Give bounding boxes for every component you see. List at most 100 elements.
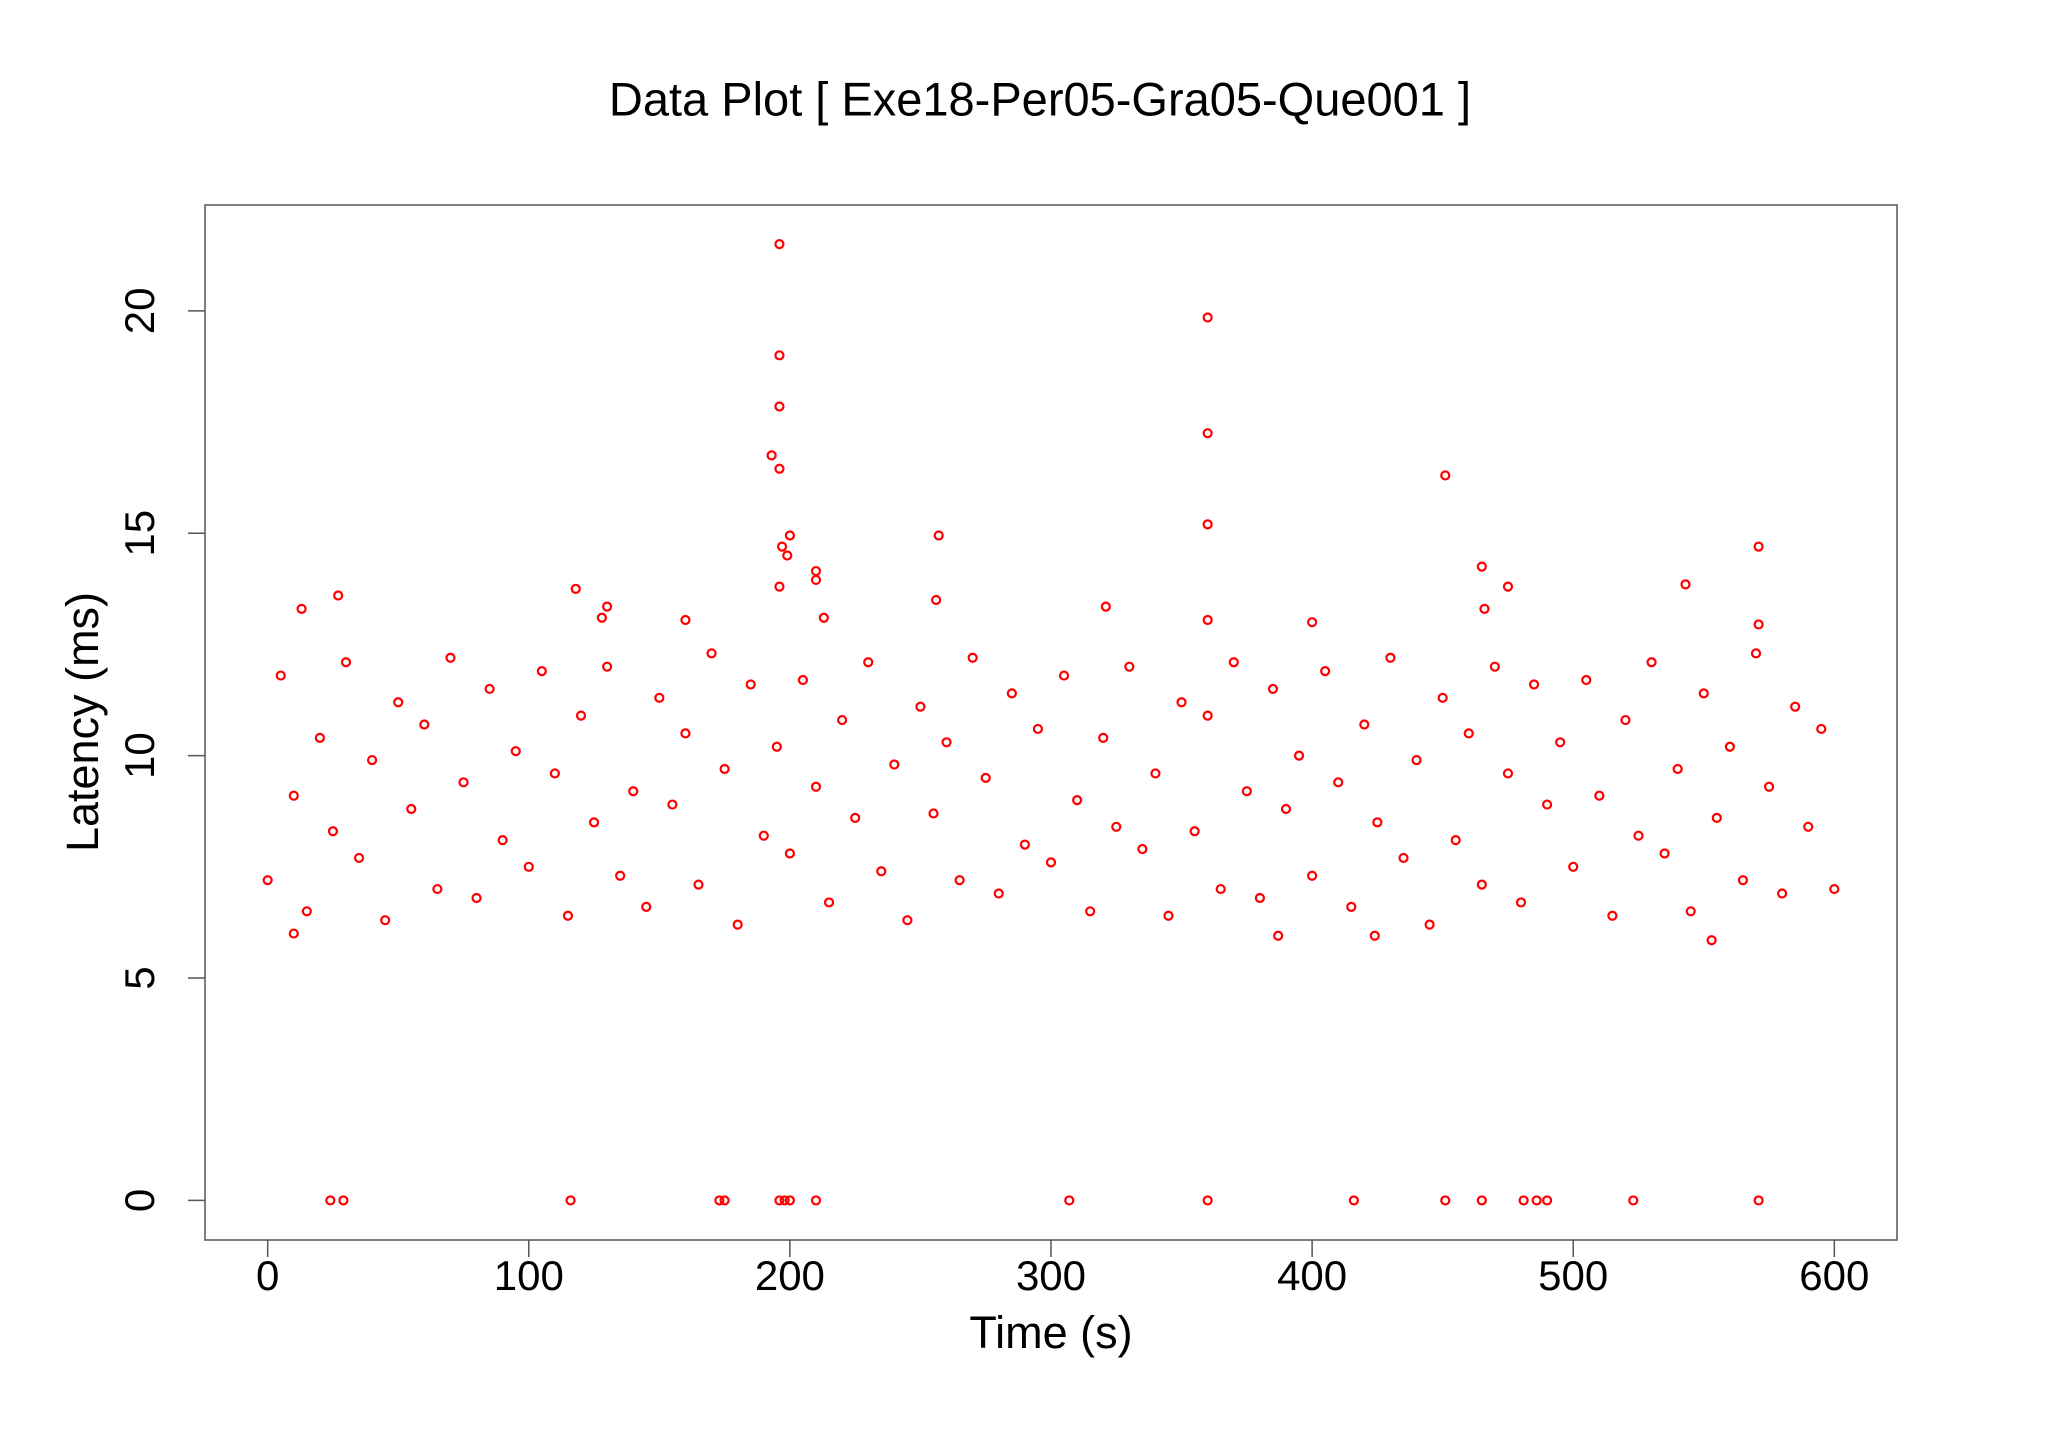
point bbox=[1753, 619, 1764, 630]
point bbox=[732, 919, 743, 930]
point bbox=[1450, 835, 1461, 846]
y-tick-label: 0 bbox=[116, 1189, 163, 1212]
point bbox=[1628, 1195, 1639, 1206]
point bbox=[823, 897, 835, 908]
point bbox=[1424, 919, 1435, 930]
point bbox=[758, 830, 769, 841]
point bbox=[1273, 930, 1284, 941]
point bbox=[941, 737, 952, 748]
x-tick-label: 600 bbox=[1799, 1252, 1869, 1299]
point bbox=[784, 848, 795, 859]
point bbox=[353, 852, 365, 864]
y-tick-label: 15 bbox=[116, 510, 163, 557]
point bbox=[367, 754, 378, 766]
point bbox=[1437, 692, 1448, 703]
point bbox=[602, 661, 613, 672]
point bbox=[810, 574, 822, 586]
point bbox=[818, 612, 829, 623]
point bbox=[288, 790, 299, 801]
point bbox=[1502, 768, 1514, 779]
x-tick-label: 500 bbox=[1538, 1252, 1608, 1299]
point bbox=[1385, 652, 1396, 663]
point bbox=[1267, 683, 1279, 695]
point bbox=[1202, 519, 1213, 530]
point bbox=[1280, 803, 1292, 815]
point bbox=[406, 803, 417, 815]
point bbox=[596, 612, 607, 623]
point bbox=[1241, 786, 1252, 797]
point bbox=[776, 541, 788, 552]
point bbox=[1085, 906, 1096, 917]
point bbox=[933, 530, 944, 541]
point bbox=[850, 812, 861, 824]
point bbox=[314, 732, 325, 743]
x-axis-title: Time (s) bbox=[969, 1307, 1132, 1358]
point bbox=[774, 463, 785, 474]
point bbox=[1348, 1195, 1359, 1206]
point bbox=[1502, 581, 1514, 592]
x-tick-label: 300 bbox=[1016, 1252, 1086, 1299]
point bbox=[562, 910, 574, 921]
point bbox=[1476, 1195, 1487, 1206]
point bbox=[1228, 657, 1239, 668]
y-tick-label: 5 bbox=[116, 966, 163, 989]
point bbox=[667, 799, 678, 810]
point bbox=[1293, 750, 1305, 761]
point bbox=[445, 652, 456, 663]
point bbox=[863, 657, 874, 668]
point bbox=[333, 590, 344, 601]
point bbox=[1137, 843, 1148, 855]
point bbox=[641, 901, 652, 912]
point bbox=[784, 530, 795, 541]
point bbox=[1542, 799, 1553, 810]
point bbox=[680, 614, 691, 626]
x-tick-label: 200 bbox=[755, 1252, 825, 1299]
point bbox=[837, 714, 848, 726]
point bbox=[774, 350, 785, 361]
point bbox=[1753, 1195, 1764, 1206]
point bbox=[1072, 795, 1083, 806]
point bbox=[275, 670, 286, 681]
point bbox=[340, 657, 352, 668]
point bbox=[1202, 428, 1213, 439]
point bbox=[1680, 579, 1691, 590]
x-tick-label: 100 bbox=[494, 1252, 564, 1299]
point bbox=[497, 835, 508, 846]
point bbox=[779, 1195, 790, 1206]
point bbox=[774, 401, 785, 412]
point bbox=[1307, 870, 1318, 881]
point bbox=[296, 603, 307, 614]
point bbox=[928, 808, 939, 819]
point bbox=[301, 906, 312, 917]
point bbox=[1594, 790, 1605, 801]
point bbox=[1763, 781, 1775, 792]
point bbox=[1620, 714, 1631, 726]
point bbox=[288, 928, 299, 939]
point bbox=[1476, 879, 1487, 890]
point bbox=[393, 697, 404, 708]
point bbox=[797, 674, 809, 686]
point bbox=[810, 565, 822, 577]
point bbox=[889, 759, 900, 770]
point bbox=[510, 746, 521, 757]
y-tick-label: 10 bbox=[116, 732, 163, 779]
point bbox=[719, 1195, 730, 1206]
point bbox=[1176, 697, 1187, 708]
y-tick-label: 20 bbox=[116, 287, 163, 334]
point bbox=[1202, 614, 1213, 626]
point bbox=[766, 450, 777, 461]
point bbox=[1633, 830, 1644, 841]
point bbox=[327, 826, 339, 837]
point bbox=[980, 772, 991, 783]
point bbox=[1581, 674, 1592, 686]
point bbox=[1542, 1195, 1553, 1206]
point bbox=[902, 915, 913, 926]
point bbox=[954, 875, 965, 886]
point bbox=[782, 550, 793, 561]
point bbox=[915, 701, 926, 712]
point bbox=[1750, 648, 1762, 659]
point bbox=[419, 719, 430, 730]
point bbox=[1150, 768, 1161, 779]
point bbox=[1706, 935, 1717, 946]
